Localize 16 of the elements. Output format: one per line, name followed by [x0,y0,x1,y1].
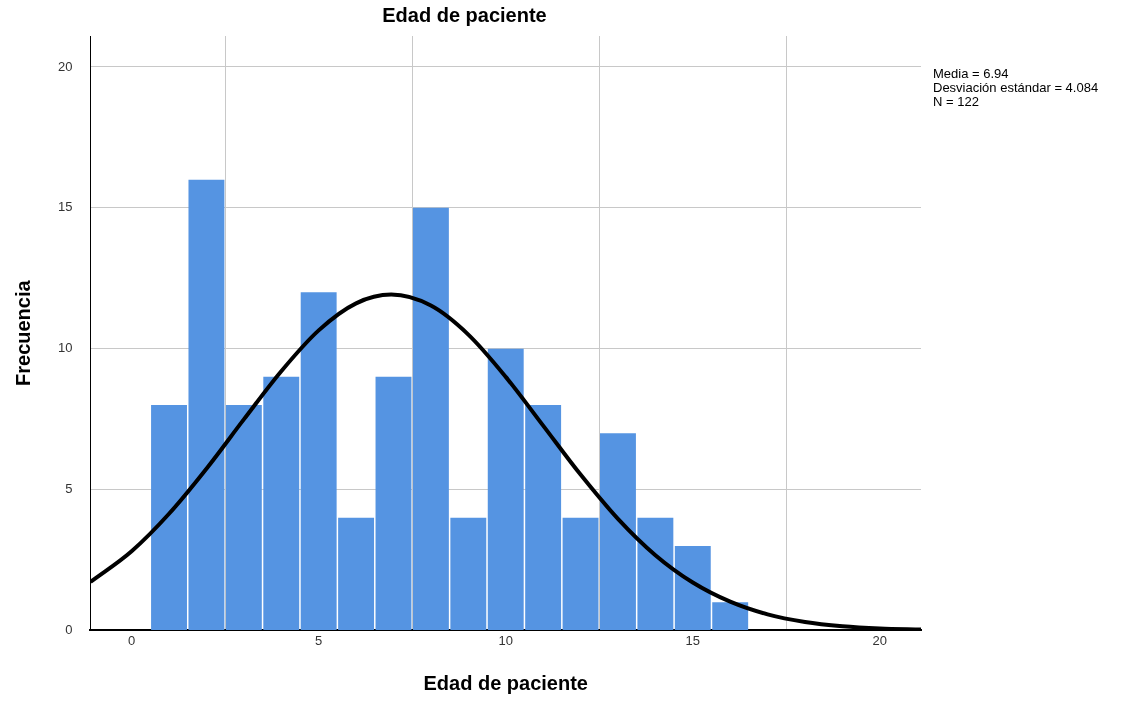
x-tick-label: 20 [872,632,888,648]
text: N = 122 [933,94,979,110]
y-tick-label: 15 [57,199,73,215]
y-axis-title: Frecuencia [11,279,34,386]
x-tick-label: 10 [498,632,513,648]
chart-title: Edad de paciente [382,3,547,26]
x-tick-label: 5 [315,632,323,648]
text: Desviación estándar = 4.084 [933,80,1099,96]
x-tick-label: 15 [685,632,701,648]
y-tick-label: 0 [65,621,73,637]
text: Media = 6.94 [933,66,1009,82]
y-tick-label: 20 [57,58,73,74]
x-axis-title: Edad de paciente [423,671,588,694]
y-tick-label: 5 [65,481,73,497]
y-tick-label: 10 [57,340,73,356]
x-tick-label: 0 [128,632,136,648]
